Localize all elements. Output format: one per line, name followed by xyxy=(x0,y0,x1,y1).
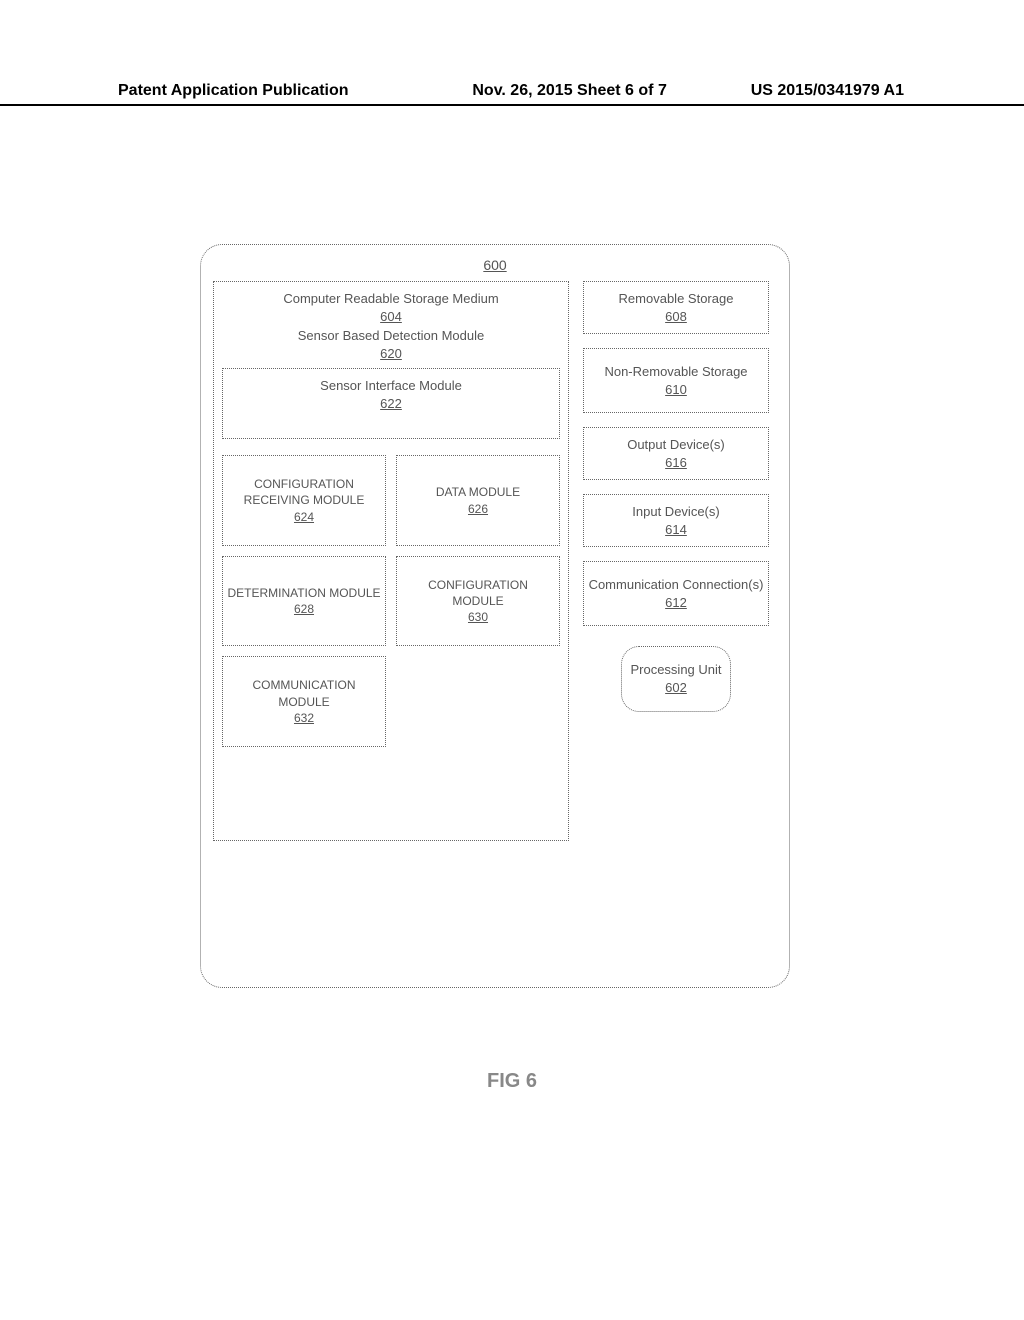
empty-cell xyxy=(396,656,560,747)
storage-medium-604: Computer Readable Storage Medium 604 Sen… xyxy=(213,281,569,841)
removable-storage-608: Removable Storage 608 xyxy=(583,281,769,334)
communication-module-632: COMMUNICATION MODULE 632 xyxy=(222,656,386,747)
page: Patent Application Publication Nov. 26, … xyxy=(0,0,1024,1320)
non-removable-storage-610: Non-Removable Storage 610 xyxy=(583,348,769,413)
storage-medium-title: Computer Readable Storage Medium 604 xyxy=(222,290,560,325)
module-grid: CONFIGURATION RECEIVING MODULE 624 DATA … xyxy=(222,455,560,747)
diagram-outer-600: 600 Computer Readable Storage Medium 604… xyxy=(200,244,790,988)
communication-connections-612: Communication Connection(s) 612 xyxy=(583,561,769,626)
determination-module-628: DETERMINATION MODULE 628 xyxy=(222,556,386,647)
output-devices-616: Output Device(s) 616 xyxy=(583,427,769,480)
page-header: Patent Application Publication Nov. 26, … xyxy=(0,82,1024,106)
header-mid: Nov. 26, 2015 Sheet 6 of 7 xyxy=(432,82,666,100)
processing-unit-602: Processing Unit 602 xyxy=(621,646,731,711)
header-right: US 2015/0341979 A1 xyxy=(751,82,904,100)
detection-module-620: Sensor Based Detection Module 620 xyxy=(222,327,560,362)
sensor-interface-622: Sensor Interface Module 622 xyxy=(222,368,560,439)
right-column: Removable Storage 608 Non-Removable Stor… xyxy=(583,281,769,712)
configuration-module-630: CONFIGURATION MODULE 630 xyxy=(396,556,560,647)
header-left: Patent Application Publication xyxy=(118,82,349,100)
config-receiving-module-624: CONFIGURATION RECEIVING MODULE 624 xyxy=(222,455,386,546)
data-module-626: DATA MODULE 626 xyxy=(396,455,560,546)
figure-label: FIG 6 xyxy=(0,1070,1024,1093)
main-ref-600: 600 xyxy=(213,253,777,281)
columns: Computer Readable Storage Medium 604 Sen… xyxy=(213,281,777,841)
input-devices-614: Input Device(s) 614 xyxy=(583,494,769,547)
